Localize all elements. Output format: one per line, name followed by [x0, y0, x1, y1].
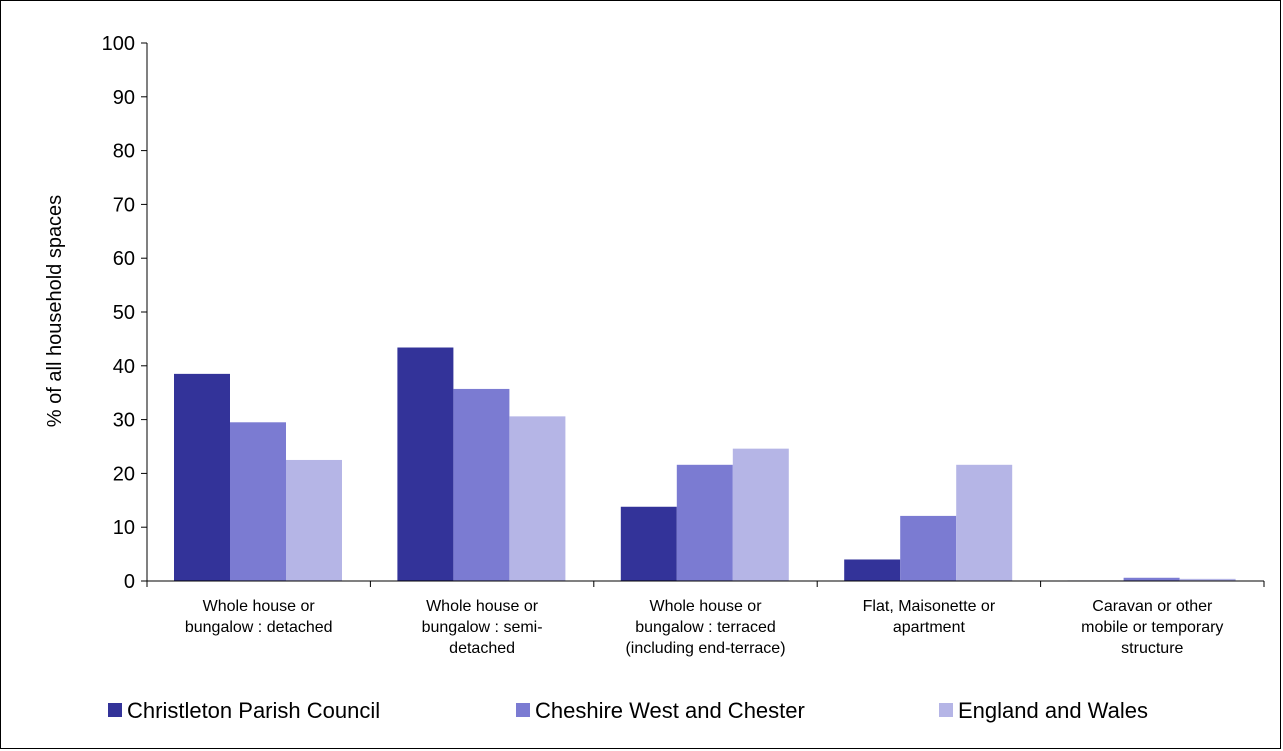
legend: Christleton Parish Council Cheshire West …	[108, 698, 1148, 723]
y-axis-title: % of all household spaces	[44, 195, 66, 427]
bar-2-1	[230, 422, 286, 581]
x-category-label-line: structure	[1121, 640, 1183, 657]
x-category-label-line: Whole house or	[649, 598, 762, 615]
y-tick-label: 70	[113, 194, 135, 216]
x-category-label: Flat, Maisonette or apartment	[863, 598, 996, 636]
bar-3-2	[509, 416, 566, 581]
y-tick-label: 50	[113, 302, 135, 324]
x-category-label-line: Flat, Maisonette or	[863, 598, 996, 615]
bar-3-1	[286, 459, 342, 581]
legend-swatch	[516, 703, 530, 717]
bar-1-1	[174, 373, 230, 581]
legend-item: Christleton Parish Council	[108, 698, 380, 723]
bar-3-4	[956, 464, 1013, 581]
bar-1-3	[620, 506, 677, 581]
y-tick-label: 20	[113, 463, 135, 485]
y-tick-label: 30	[113, 410, 135, 432]
x-category-label: Whole house or bungalow : terraced (includ…	[625, 598, 785, 657]
x-category-label: Whole house or bungalow : detached	[185, 598, 333, 636]
x-category-label-line: bungalow : semi-	[422, 619, 543, 636]
y-tick-label: 90	[113, 87, 135, 109]
bar-3-3	[732, 448, 789, 581]
legend-swatch	[108, 703, 122, 717]
bar-3-5	[1179, 578, 1236, 581]
x-category-label-line: mobile or temporary	[1081, 619, 1223, 636]
y-tick-label: 60	[113, 248, 135, 270]
legend-label: Cheshire West and Chester	[535, 698, 805, 723]
bar-1-4	[844, 559, 901, 581]
bar-2-3	[676, 464, 733, 581]
x-category-label-line: Whole house or	[203, 598, 316, 615]
x-category-label-line: Caravan or other	[1092, 598, 1213, 615]
y-tick-label: 0	[124, 571, 135, 593]
bar-2-2	[453, 388, 510, 581]
legend-label: England and Wales	[958, 698, 1148, 723]
y-tick-label: 100	[102, 33, 135, 55]
x-category-label-line: bungalow : detached	[185, 619, 333, 636]
x-category-label-line: bungalow : terraced	[635, 619, 776, 636]
bar-1-2	[397, 347, 454, 581]
x-category-label: Whole house or bungalow : semi-detached	[422, 598, 543, 657]
legend-item: England and Wales	[939, 698, 1148, 723]
bar-2-5	[1123, 577, 1180, 581]
plot-area: 0 10 20 30 40 50 60 70 80 90 100 Whole house or bung…	[102, 33, 1265, 657]
legend-swatch	[939, 703, 953, 717]
y-tick-label: 40	[113, 356, 135, 378]
legend-item: Cheshire West and Chester	[516, 698, 805, 723]
legend-label: Christleton Parish Council	[127, 698, 380, 723]
x-category-label-line: detached	[449, 640, 515, 657]
x-category-label-line: Whole house or	[426, 598, 539, 615]
x-category-label-line: apartment	[893, 619, 966, 636]
y-tick-label: 80	[113, 141, 135, 163]
bar-2-4	[900, 515, 957, 581]
y-tick-label: 10	[113, 517, 135, 539]
x-category-label: Caravan or other mobile or temporary struc…	[1081, 598, 1223, 657]
x-category-label-line: (including end-terrace)	[625, 640, 785, 657]
